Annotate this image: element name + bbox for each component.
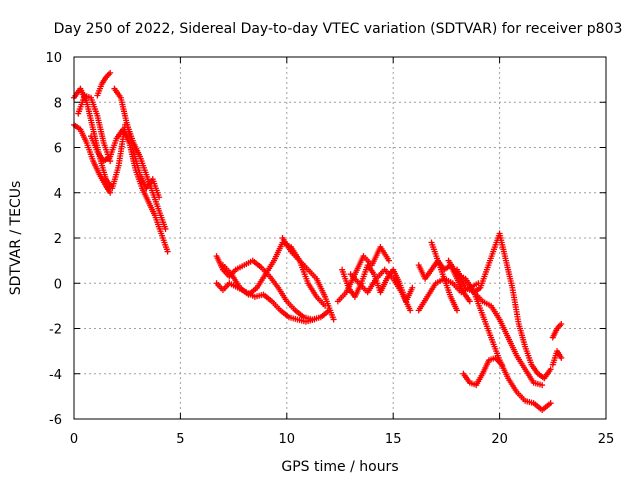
- data-point: [547, 366, 554, 373]
- series-trace-13: [334, 244, 392, 305]
- x-tick-label: 5: [176, 432, 184, 447]
- x-tick-label: 15: [385, 432, 402, 447]
- x-tick-label: 25: [598, 432, 615, 447]
- data-point: [164, 248, 171, 255]
- series-trace-11: [279, 235, 337, 323]
- y-tick-label: 8: [54, 96, 62, 111]
- data-point: [385, 257, 392, 264]
- x-tick-label: 10: [279, 432, 296, 447]
- x-axis-label: GPS time / hours: [281, 459, 398, 475]
- data-point: [558, 354, 565, 361]
- y-tick-label: -6: [49, 413, 62, 428]
- y-tick-label: -4: [49, 368, 62, 383]
- series-trace-19: [454, 266, 546, 389]
- series-trace-3: [75, 92, 114, 165]
- grid: [74, 57, 606, 419]
- data-series: [71, 69, 565, 413]
- series-trace-20: [471, 230, 554, 382]
- data-point: [466, 298, 473, 305]
- data-point: [330, 316, 337, 323]
- series-trace-16: [415, 275, 482, 314]
- x-tick-label: 0: [70, 432, 78, 447]
- series-trace-21: [460, 354, 505, 389]
- series-trace-17: [428, 239, 461, 314]
- data-point: [547, 400, 554, 407]
- y-axis-label: SDTVAR / TECUs: [8, 181, 24, 296]
- axis-ticks: 0 5 10 15 20 25 -6 -4 -2 0 2 4 6 8 10: [45, 51, 614, 447]
- series-trace-6: [111, 85, 163, 201]
- x-tick-label: 20: [491, 432, 508, 447]
- series-trace-14: [347, 266, 414, 314]
- series-trace-7: [124, 121, 169, 232]
- y-tick-label: 0: [54, 277, 62, 292]
- y-tick-label: -2: [49, 323, 62, 338]
- series-trace-4: [94, 69, 114, 99]
- data-point: [311, 316, 318, 323]
- y-tick-label: 10: [45, 51, 62, 66]
- y-tick-label: 4: [54, 187, 62, 202]
- data-point: [162, 225, 169, 232]
- data-point: [409, 284, 416, 291]
- data-point: [407, 307, 414, 314]
- data-point: [498, 361, 505, 368]
- series-trace-22: [549, 348, 565, 368]
- data-point: [539, 382, 546, 389]
- data-point: [558, 320, 565, 327]
- y-tick-label: 2: [54, 232, 62, 247]
- data-point: [107, 189, 114, 196]
- data-point: [454, 307, 461, 314]
- series-trace-1: [71, 121, 114, 196]
- y-tick-label: 6: [54, 142, 62, 157]
- data-point: [107, 69, 114, 76]
- chart-title: Day 250 of 2022, Sidereal Day-to-day VTE…: [54, 21, 623, 37]
- series-trace-9: [213, 280, 318, 325]
- series-trace-23: [549, 320, 565, 341]
